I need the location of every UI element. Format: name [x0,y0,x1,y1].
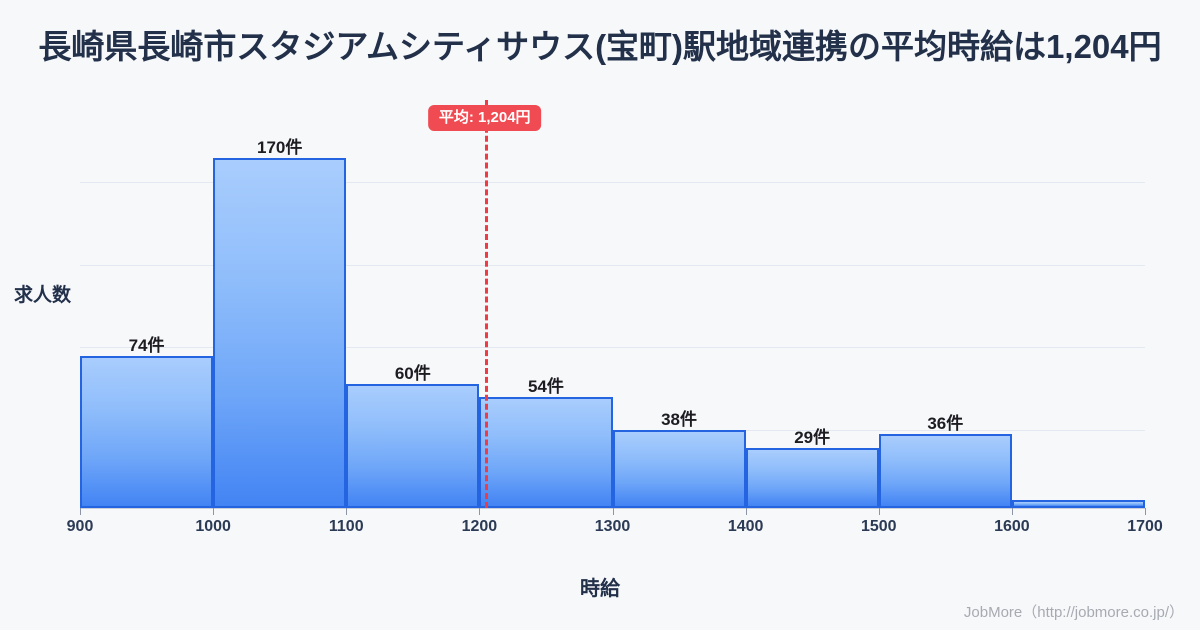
x-tick-label: 1000 [195,518,231,535]
plot-area [80,100,1145,509]
watermark: JobMore（http://jobmore.co.jp/） [963,604,1184,621]
x-tick-mark [612,508,614,515]
histogram-bar[interactable] [612,429,746,508]
x-tick-mark [346,508,348,515]
gridline [80,347,1145,348]
x-tick-mark [1011,508,1013,515]
x-tick-label: 1700 [1127,518,1163,535]
histogram-bar[interactable] [878,433,1012,508]
x-tick-mark [878,508,880,515]
x-tick-label: 1600 [994,518,1030,535]
histogram-bar[interactable] [1011,499,1145,508]
histogram-bar[interactable] [745,448,879,508]
x-tick-label: 1200 [461,518,498,535]
x-tick-label: 1100 [328,518,364,535]
x-tick-mark [80,508,81,515]
bar-value-label: 60件 [394,364,431,384]
average-badge: 平均: 1,204円 [427,105,542,131]
histogram-bar[interactable] [346,384,480,508]
gridline [80,182,1145,183]
histogram-bar[interactable] [479,396,613,508]
histogram-bar[interactable] [213,157,347,508]
gridline [80,265,1145,266]
bar-value-label: 38件 [661,409,698,429]
page-title: 長崎県長崎市スタジアムシティサウス(宝町)駅地域連携の平均時給は1,204円 [38,28,1162,65]
bar-value-label: 29件 [794,428,831,448]
histogram-bar[interactable] [80,355,214,508]
x-tick-mark [1145,508,1146,515]
x-axis-title: 時給 [580,578,620,600]
x-tick-mark [479,508,481,515]
x-tick-mark [745,508,747,515]
x-tick-label: 1300 [594,518,631,535]
bar-value-label: 36件 [927,413,964,433]
average-line [484,100,488,508]
x-tick-label: 900 [66,518,94,535]
x-tick-label: 1500 [860,518,897,535]
bar-value-label: 74件 [128,335,165,355]
y-axis-title: 求人数 [14,285,72,306]
x-tick-label: 1400 [727,518,764,535]
x-tick-mark [213,508,215,515]
bar-value-label: 170件 [257,137,303,157]
bar-value-label: 54件 [527,376,564,396]
